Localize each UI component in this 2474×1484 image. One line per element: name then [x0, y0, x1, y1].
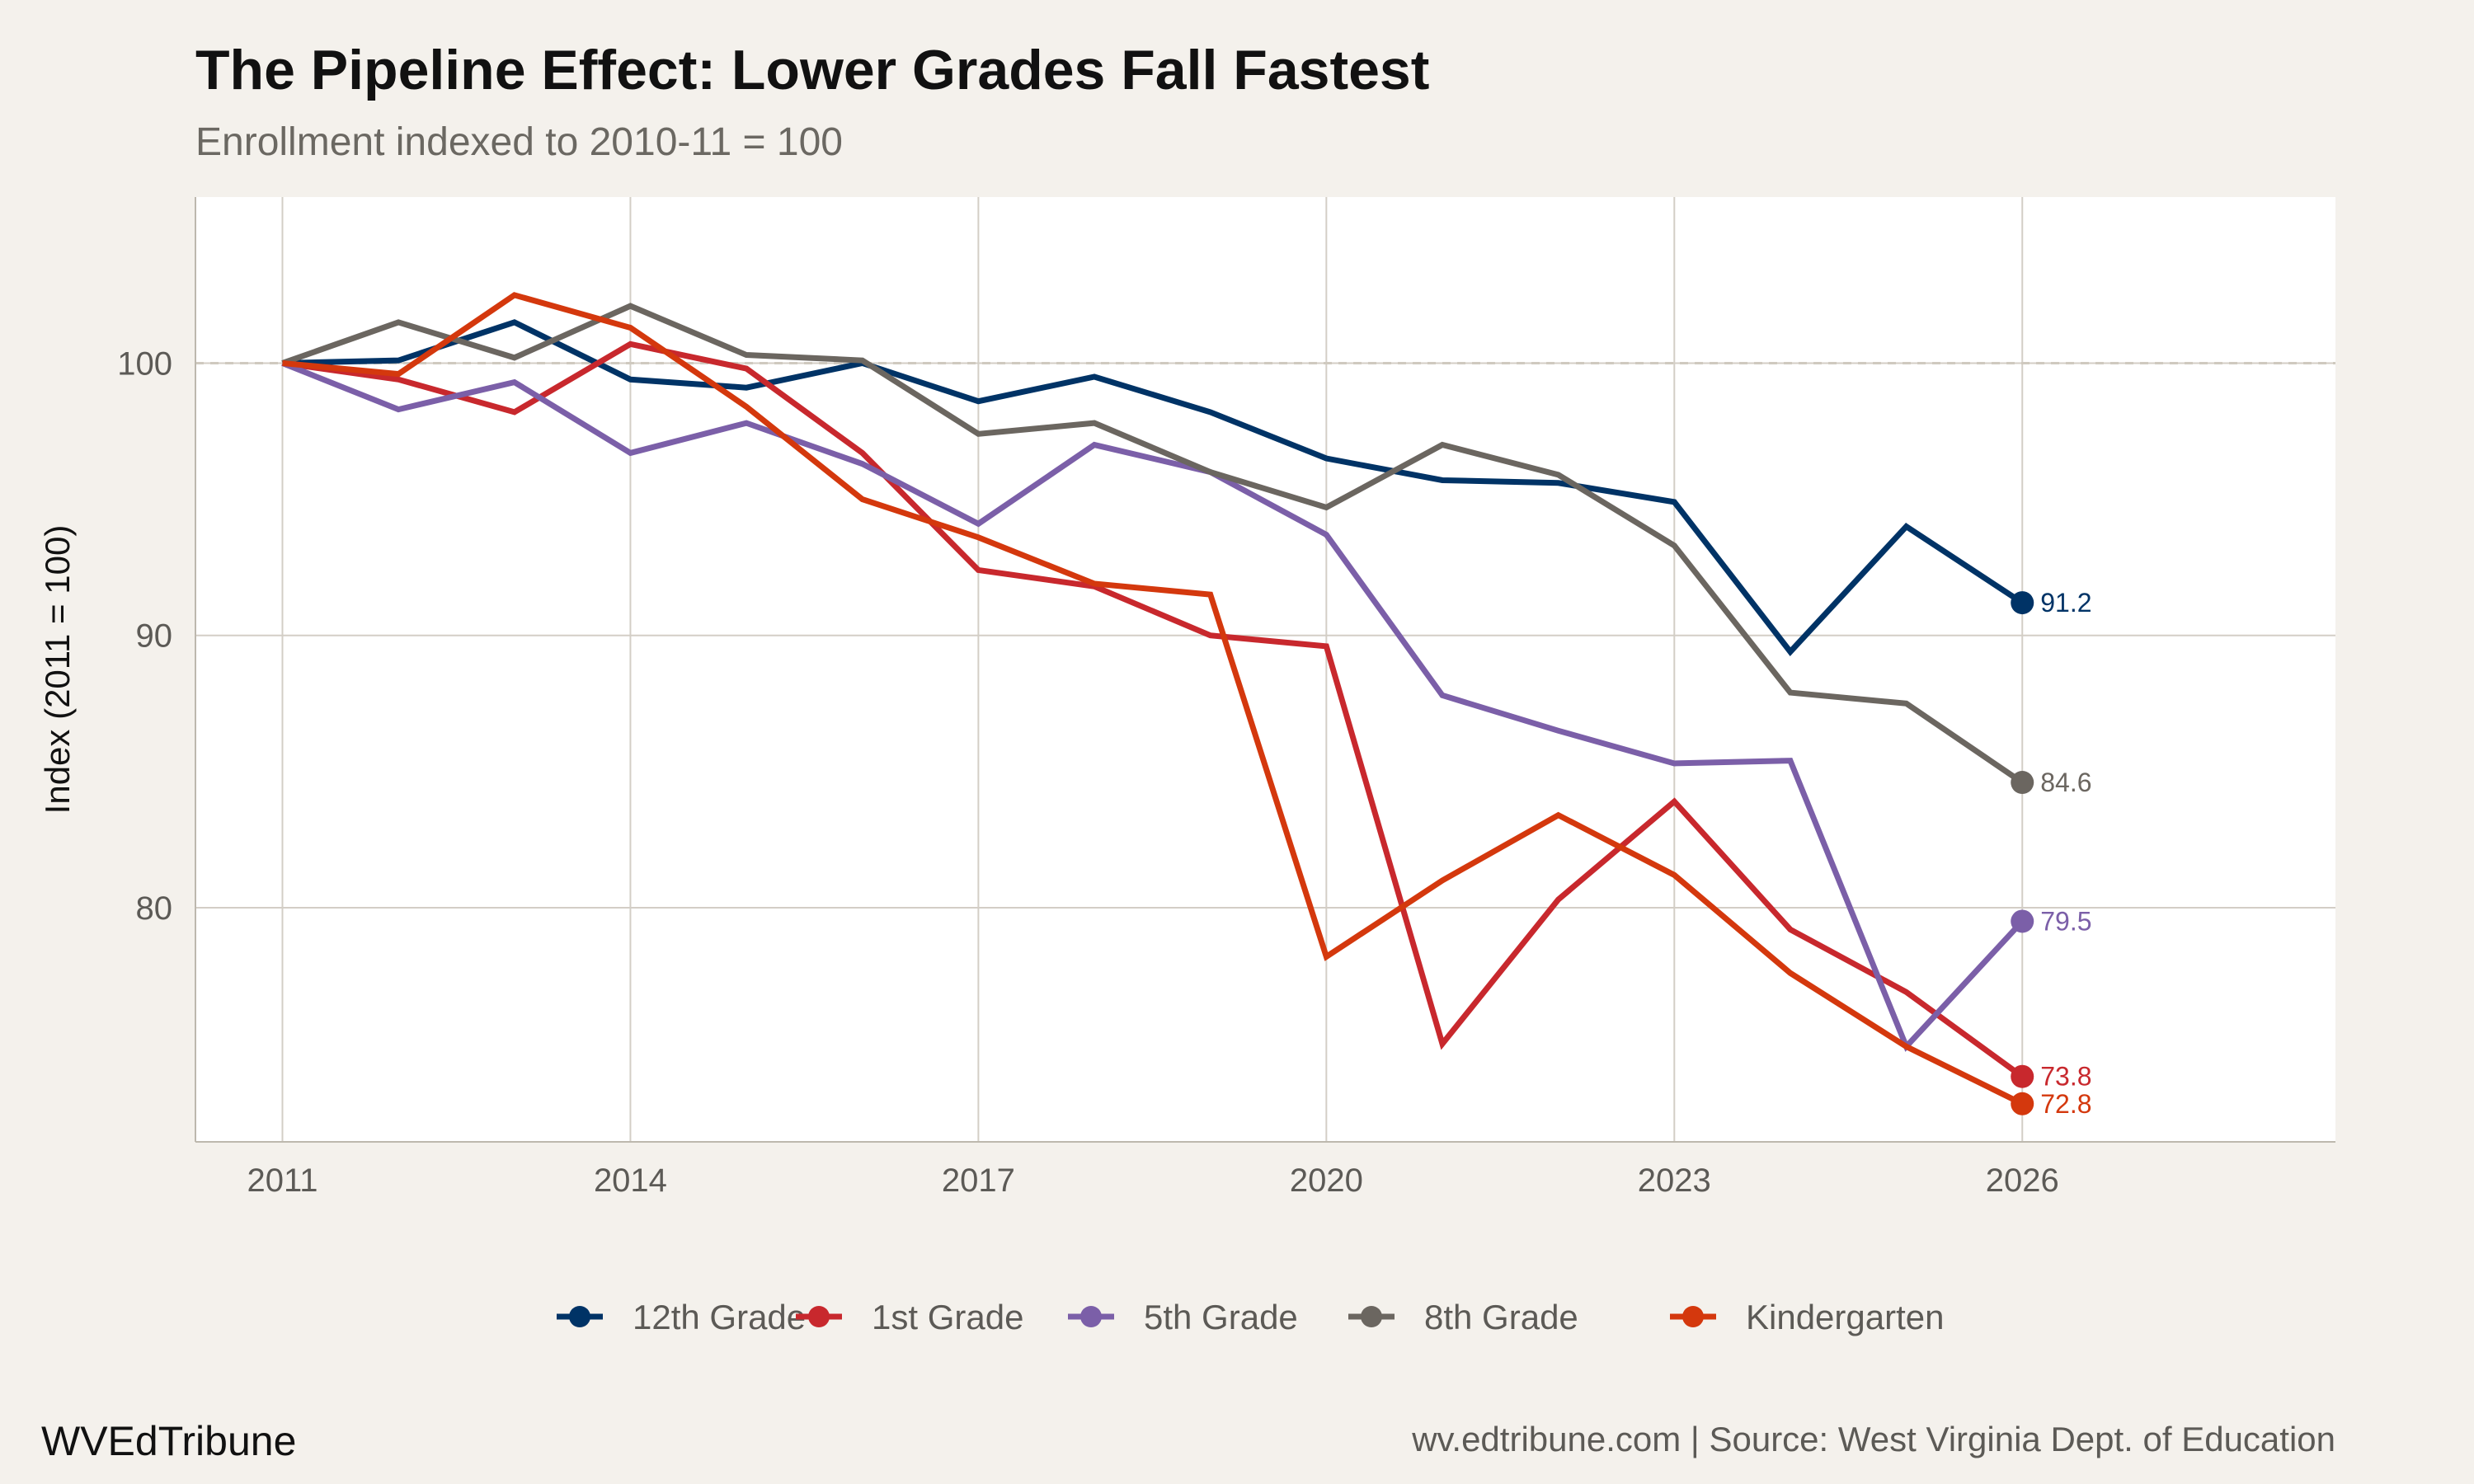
end-label-1st-grade: 73.8 [2040, 1062, 2091, 1092]
end-label-12th-grade: 91.2 [2040, 588, 2091, 618]
legend: 12th Grade 1st Grade 5th Grade 8th Grade Kin… [557, 1298, 1945, 1336]
legend-label: 1st Grade [872, 1298, 1023, 1336]
legend-label: 5th Grade [1144, 1298, 1298, 1336]
end-label-5th-grade: 79.5 [2040, 906, 2091, 936]
legend-marker-icon [1080, 1306, 1102, 1327]
chart-subtitle: Enrollment indexed to 2010-11 = 100 [195, 120, 843, 164]
y-axis-label: Index (2011 = 100) [38, 525, 77, 815]
x-tick-label: 2023 [1638, 1162, 1711, 1199]
series-line-12th-grade [282, 319, 2025, 656]
series-lines [281, 292, 2025, 1106]
brand-label: WVEdTribune [41, 1418, 296, 1464]
x-tick-label: 2011 [247, 1162, 317, 1199]
x-tick-label: 2026 [1986, 1162, 2059, 1199]
end-point-5th-grade [2011, 909, 2034, 933]
end-label-kindergarten: 72.8 [2040, 1089, 2091, 1119]
end-point-12th-grade [2011, 591, 2034, 615]
x-tick-label: 2020 [1290, 1162, 1363, 1199]
legend-marker-icon [1682, 1306, 1704, 1327]
legend-marker-icon [1361, 1306, 1382, 1327]
plot-area [195, 197, 2335, 1142]
legend-item-5th-grade: 5th Grade [1068, 1298, 1298, 1336]
legend-marker-icon [569, 1306, 590, 1327]
chart-title: The Pipeline Effect: Lower Grades Fall F… [195, 39, 1429, 101]
legend-label: 8th Grade [1424, 1298, 1578, 1336]
legend-item-kindergarten: Kindergarten [1670, 1298, 1945, 1336]
legend-item-12th-grade: 12th Grade [557, 1298, 806, 1336]
gridlines [195, 197, 2335, 1142]
series-line-8th-grade [281, 303, 2025, 785]
x-tick-label: 2014 [594, 1162, 667, 1199]
tick-labels: 2011 2014 2017 2020 2023 2026 80 90 100 [117, 345, 2058, 1199]
legend-label: 12th Grade [633, 1298, 806, 1336]
legend-marker-icon [808, 1306, 830, 1327]
x-tick-label: 2017 [942, 1162, 1015, 1199]
end-label-8th-grade: 84.6 [2040, 768, 2091, 797]
y-tick-label: 90 [136, 618, 173, 655]
source-label: wv.edtribune.com | Source: West Virginia… [1411, 1420, 2335, 1458]
legend-item-1st-grade: 1st Grade [796, 1298, 1023, 1336]
end-points: 91.2 73.8 79.5 84.6 72.8 [2011, 588, 2092, 1119]
end-point-kindergarten [2011, 1092, 2034, 1115]
series-line-5th-grade [281, 360, 2025, 1052]
end-point-8th-grade [2011, 771, 2034, 795]
y-tick-label: 100 [117, 345, 172, 382]
legend-item-8th-grade: 8th Grade [1348, 1298, 1578, 1336]
y-tick-label: 80 [136, 890, 173, 927]
series-line-kindergarten [282, 292, 2024, 1106]
end-point-1st-grade [2011, 1064, 2034, 1088]
series-line-1st-grade [281, 340, 2025, 1079]
legend-label: Kindergarten [1746, 1298, 1945, 1336]
